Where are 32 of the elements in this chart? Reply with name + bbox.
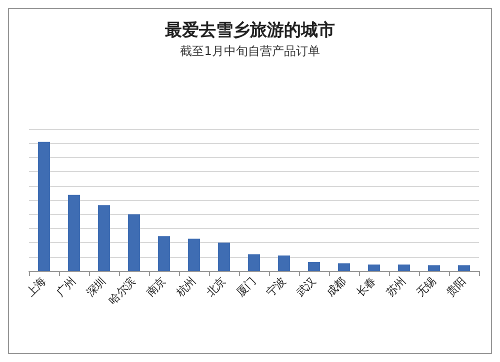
bar [308,262,320,271]
x-tick-label: 杭州 [173,274,199,300]
x-tick-label: 上海 [24,274,49,300]
bar [368,264,380,271]
bar [248,254,260,271]
x-tick-label: 北京 [204,274,229,300]
x-tick-label: 成都 [324,274,349,300]
x-tick-label: 哈尔滨 [106,274,139,307]
x-tick-label: 深圳 [84,274,109,300]
bar [218,242,230,271]
x-tick-label: 苏州 [384,274,409,300]
x-tick-label: 贵阳 [444,274,469,300]
bar [278,256,290,271]
bar [128,214,140,271]
chart-subtitle: 截至1月中旬自营产品订单 [180,44,320,58]
x-tick-label: 宁波 [264,274,289,300]
bar [38,142,50,271]
bar [158,236,170,271]
bar [338,263,350,271]
bar [458,265,470,271]
x-tick-label: 厦门 [234,274,259,300]
x-tick-label: 南京 [144,274,169,300]
x-tick-label: 广州 [54,274,79,300]
bar [428,265,440,271]
bar [188,238,200,271]
chart-title: 最爱去雪乡旅游的城市 [164,20,335,40]
bar [98,205,110,271]
bar [398,264,410,271]
x-tick-label: 武汉 [294,274,319,300]
x-tick-label: 无锡 [414,274,439,300]
bar [68,194,80,271]
x-tick-label: 长春 [354,274,379,300]
